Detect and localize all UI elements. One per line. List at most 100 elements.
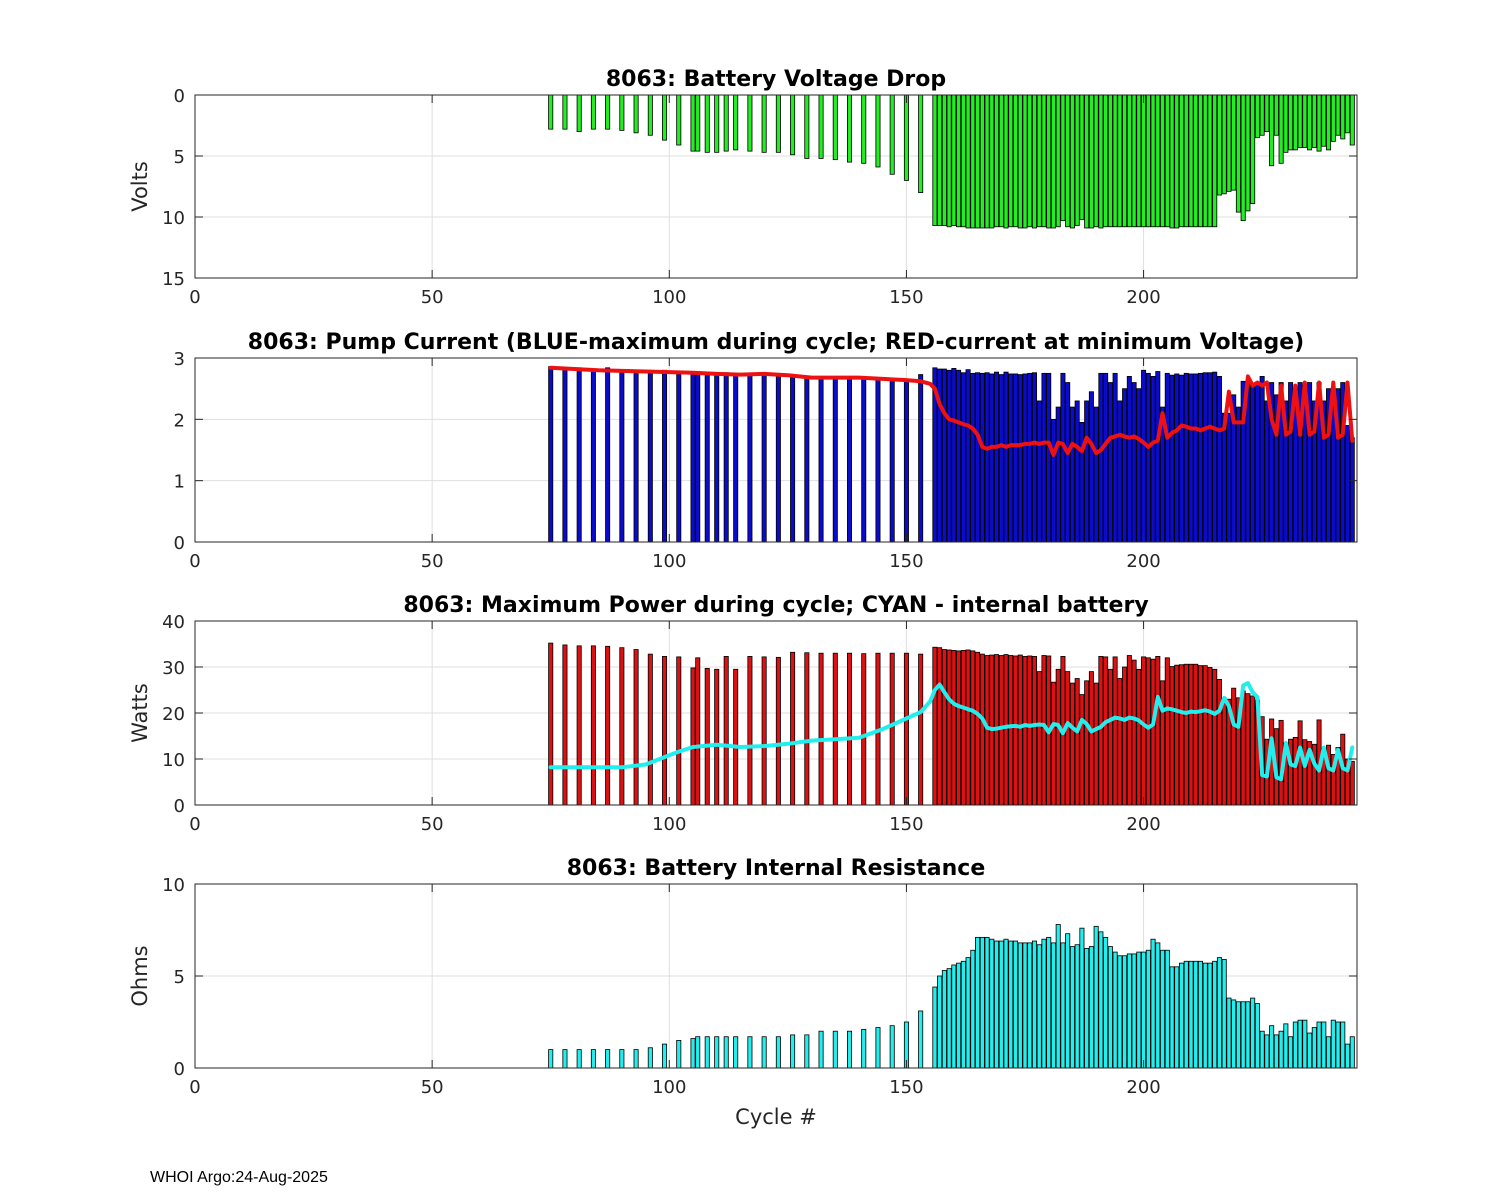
x-tick-label: 0	[189, 551, 200, 572]
bar	[1183, 372, 1189, 543]
bar	[889, 652, 895, 806]
bar	[548, 366, 554, 543]
bar	[633, 369, 639, 543]
bar	[1107, 668, 1113, 806]
bar	[875, 1027, 881, 1069]
bar	[1041, 372, 1047, 543]
bar	[1160, 94, 1166, 228]
bar	[998, 655, 1004, 806]
bar	[619, 647, 625, 806]
bar	[605, 94, 611, 130]
bar	[562, 644, 568, 806]
bar	[956, 962, 962, 1069]
bar	[861, 1028, 867, 1069]
bar	[1131, 953, 1137, 1069]
bar	[932, 646, 938, 806]
bar	[1008, 373, 1014, 543]
bar	[932, 986, 938, 1069]
bar	[1141, 951, 1147, 1069]
bar	[1212, 371, 1218, 543]
bar	[1050, 681, 1056, 806]
bar	[676, 656, 682, 806]
bar	[619, 369, 625, 543]
bar	[1145, 949, 1151, 1069]
bar	[1307, 94, 1313, 151]
bar	[1207, 372, 1213, 543]
y-tick-label: 5	[174, 147, 185, 168]
bar	[1088, 946, 1094, 1069]
bar	[847, 375, 853, 543]
bar	[1349, 437, 1355, 543]
bar	[1112, 951, 1118, 1069]
bar	[1269, 94, 1275, 167]
bar	[1126, 375, 1132, 543]
bar	[918, 653, 924, 806]
bar	[875, 94, 881, 168]
bar	[1103, 656, 1109, 806]
bar	[1098, 372, 1104, 543]
bar	[1074, 678, 1080, 806]
bar	[1079, 421, 1085, 543]
bar	[1017, 94, 1023, 229]
bar	[1041, 938, 1047, 1069]
bar	[1202, 94, 1208, 228]
bar	[941, 94, 947, 226]
bar	[965, 649, 971, 806]
bar	[960, 94, 966, 228]
y-tick-label: 10	[162, 750, 185, 771]
bar	[1088, 671, 1094, 806]
y-tick-label: 0	[174, 86, 185, 107]
bar	[1273, 94, 1279, 136]
series-line	[548, 681, 1355, 782]
x-tick-label: 50	[421, 551, 444, 572]
bar	[714, 1036, 720, 1069]
y-tick-label: 10	[162, 208, 185, 229]
bar	[690, 667, 696, 806]
bar	[1036, 671, 1042, 806]
bar	[1330, 1019, 1336, 1069]
bar	[1022, 942, 1028, 1069]
bar	[1349, 94, 1355, 146]
x-tick-label: 100	[652, 814, 686, 835]
bar	[951, 964, 957, 1069]
bar	[989, 94, 995, 229]
bar	[1098, 94, 1104, 229]
bar	[1003, 654, 1009, 806]
plot-frame	[194, 357, 1358, 543]
bar	[1259, 94, 1265, 136]
bar	[1240, 94, 1246, 222]
bar	[965, 957, 971, 1069]
bar	[1141, 656, 1147, 806]
bar	[804, 1034, 810, 1069]
y-tick-label: 30	[162, 658, 185, 679]
bar	[662, 656, 668, 806]
bar	[676, 94, 682, 146]
x-tick-label: 50	[421, 1077, 444, 1098]
bar	[1193, 960, 1199, 1069]
bar	[1231, 687, 1237, 806]
bar	[1345, 1043, 1351, 1069]
bar	[761, 1036, 767, 1069]
bar	[1079, 927, 1085, 1069]
bar	[975, 94, 981, 229]
bar	[1212, 960, 1218, 1069]
bar	[1226, 412, 1232, 543]
bar	[903, 652, 909, 806]
plot-frame	[194, 94, 1358, 279]
bar	[1131, 94, 1137, 228]
bar	[1013, 94, 1019, 228]
bar	[704, 94, 710, 153]
bar	[790, 375, 796, 543]
bar	[1098, 656, 1104, 806]
bar	[1136, 668, 1142, 806]
bar	[775, 1036, 781, 1069]
bar	[875, 377, 881, 543]
bar	[1069, 682, 1075, 806]
bar	[1150, 658, 1156, 806]
bar	[1169, 666, 1175, 806]
bar	[1254, 1003, 1260, 1069]
series-line	[548, 365, 1355, 457]
x-tick-label: 0	[189, 287, 200, 308]
y-axis-label: Watts	[128, 683, 152, 743]
